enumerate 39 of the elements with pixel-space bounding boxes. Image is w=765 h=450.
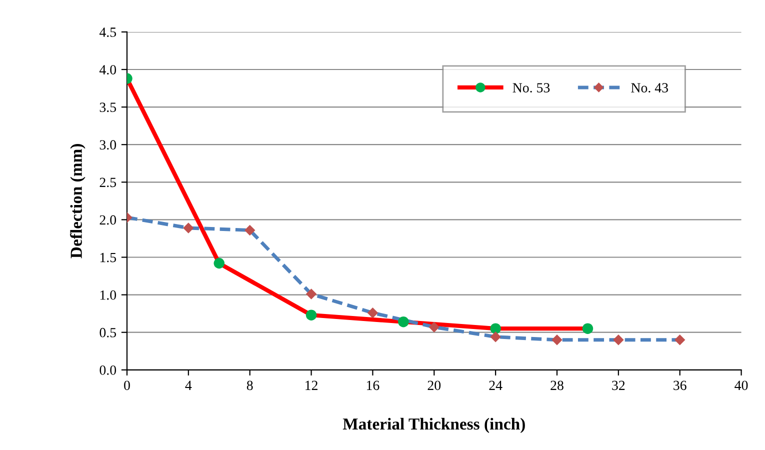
x-tick-label: 40: [734, 380, 748, 390]
y-tick-label: 4.5: [99, 28, 116, 37]
point: [582, 323, 594, 334]
x-tick-label: 32: [612, 380, 625, 390]
point: [490, 331, 501, 342]
x-tick-label: 36: [674, 380, 686, 390]
point: [214, 258, 225, 269]
x-tick-label: 16: [366, 380, 380, 390]
x-axis-title: Material Thickness (inch): [342, 418, 525, 434]
x-tick-label: 8: [246, 380, 253, 390]
point: [674, 334, 686, 346]
y-tick-label: 3.0: [100, 140, 116, 150]
x-tick-label: 28: [550, 380, 564, 390]
y-tick-label: 1.5: [100, 252, 116, 262]
x-tick-label: 20: [428, 380, 441, 390]
legend-label: No. 43: [631, 83, 668, 93]
point: [398, 316, 409, 328]
point: [428, 322, 440, 332]
x-tick-label: 0: [124, 380, 130, 390]
y-axis-title: Deflection (mm): [70, 144, 86, 258]
point: [183, 222, 194, 234]
y-tick-label: 0.0: [100, 365, 116, 375]
y-tick-label: 2.0: [100, 215, 116, 225]
point: [490, 323, 501, 334]
x-tick-label: 12: [306, 380, 318, 390]
point: [367, 307, 378, 318]
point: [244, 224, 256, 236]
point: [306, 288, 317, 300]
y-tick-label: 0.5: [100, 328, 116, 338]
y-tick-label: 4.0: [99, 65, 116, 75]
y-tick-label: 3.5: [100, 102, 116, 112]
point: [613, 334, 624, 346]
point: [552, 334, 562, 346]
x-tick-label: 24: [489, 380, 502, 390]
x-tick-label: 4: [185, 380, 192, 390]
y-tick-label: 1.0: [100, 290, 116, 300]
legend-label: No. 53: [512, 83, 550, 93]
point: [306, 310, 317, 320]
y-tick-label: 2.5: [100, 178, 116, 188]
